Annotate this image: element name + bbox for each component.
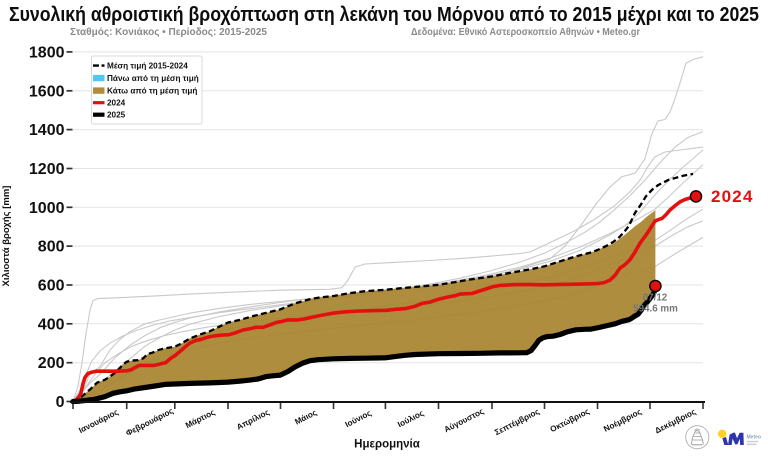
svg-text:Σταθμός: Κονιάκος • Περίοδος:: Σταθμός: Κονιάκος • Περίοδος: 2015-2025	[70, 27, 268, 38]
svg-text:1000: 1000	[29, 200, 65, 217]
svg-text:600: 600	[38, 278, 65, 295]
svg-text:1200: 1200	[29, 161, 65, 178]
svg-text:400: 400	[38, 316, 65, 333]
svg-text:200: 200	[38, 355, 65, 372]
svg-text:1800: 1800	[29, 44, 65, 61]
svg-text:594.6 mm: 594.6 mm	[633, 304, 678, 315]
svg-text:2024: 2024	[711, 187, 754, 206]
svg-text:1400: 1400	[29, 122, 65, 139]
svg-text:Δεδομένα: Εθνικό Αστεροσκοπείο: Δεδομένα: Εθνικό Αστεροσκοπείο Αθηνών • …	[411, 27, 640, 38]
svg-text:2024: 2024	[107, 99, 126, 108]
svg-text:Ημερομηνία: Ημερομηνία	[354, 439, 420, 451]
svg-text:Χιλιοστά βροχής [mm]: Χιλιοστά βροχής [mm]	[1, 186, 12, 287]
svg-text:Κάτω από τη μέση τιμή: Κάτω από τη μέση τιμή	[107, 87, 197, 96]
svg-text:800: 800	[38, 239, 65, 256]
svg-text:Πάνω από τη μέση τιμή: Πάνω από τη μέση τιμή	[107, 74, 199, 83]
svg-text:07/12: 07/12	[643, 293, 668, 304]
svg-text:Συνολική αθροιστική βροχόπτωση: Συνολική αθροιστική βροχόπτωση στη λεκάν…	[9, 4, 759, 26]
svg-text:2025: 2025	[107, 111, 126, 120]
svg-text:0: 0	[56, 394, 65, 411]
svg-text:Meteo: Meteo	[747, 435, 761, 441]
svg-text:1600: 1600	[29, 83, 65, 100]
svg-text:Μέση τιμή 2015-2024: Μέση τιμή 2015-2024	[107, 62, 188, 71]
